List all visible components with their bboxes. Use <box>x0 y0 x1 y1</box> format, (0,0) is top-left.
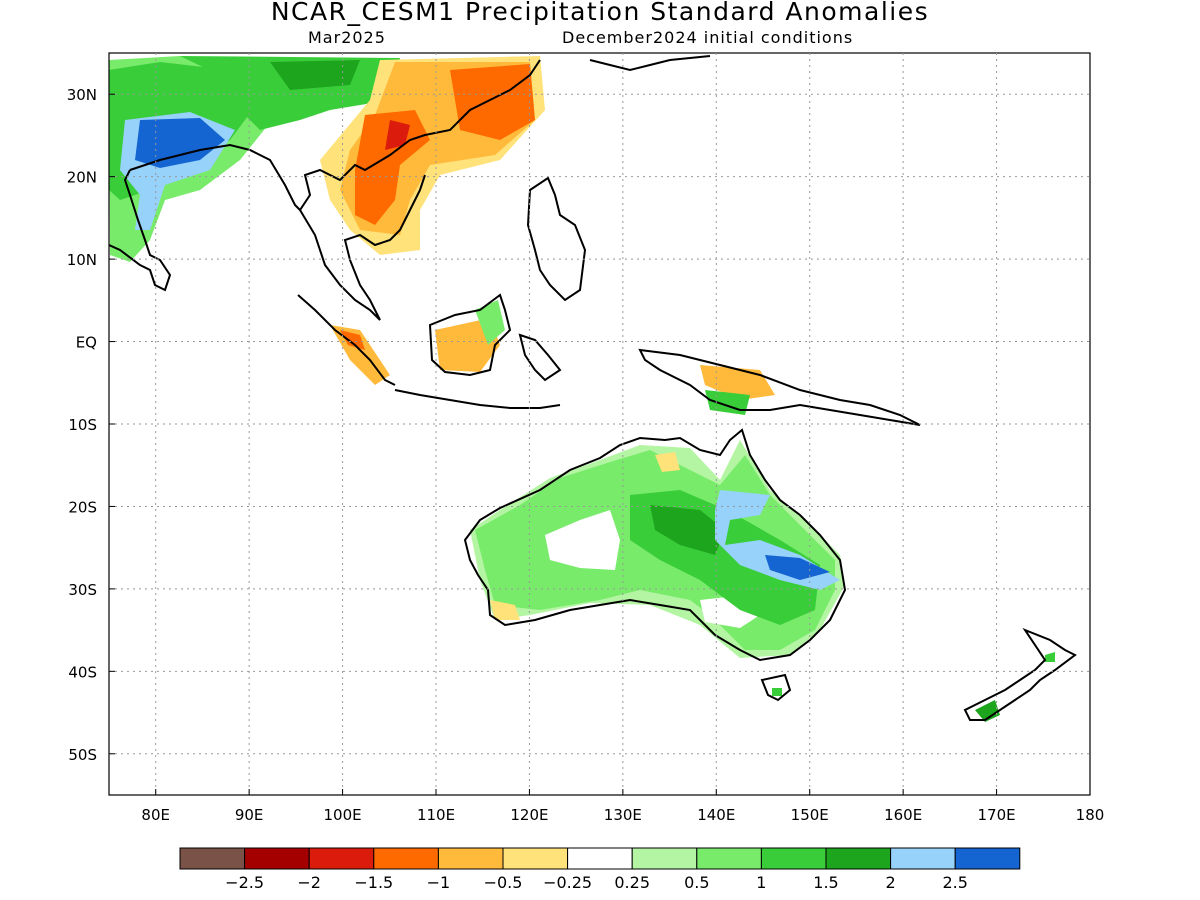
legend-label: 0.25 <box>614 873 650 892</box>
lon-tick-label: 150E <box>791 806 829 824</box>
legend-label: −1.5 <box>354 873 393 892</box>
legend-swatch <box>760 847 827 870</box>
lat-tick-labels: 30N 20N 10N EQ 10S 20S 30S 40S 50S <box>67 86 97 764</box>
lon-tick-label: 110E <box>417 806 455 824</box>
legend-label: −0.25 <box>543 873 592 892</box>
legend-label: 0.5 <box>684 873 709 892</box>
lon-tick-label: 130E <box>604 806 642 824</box>
lon-tick-label: 80E <box>141 806 170 824</box>
lon-tick-label: 140E <box>697 806 735 824</box>
legend-swatch <box>502 847 569 870</box>
legend-swatch <box>437 847 504 870</box>
legend-swatch <box>373 847 439 870</box>
initial-conditions: December2024 initial conditions <box>562 28 854 47</box>
color-legend: −2.5 −2 −1.5 −1 −0.5 −0.25 0.25 0.5 1 1.5 2 2.5 <box>179 847 1021 892</box>
australia-east-strong <box>650 505 725 555</box>
lat-tick-label: 20N <box>67 169 97 187</box>
lat-tick-label: 20S <box>68 498 97 516</box>
borneo-north-wet <box>475 300 505 345</box>
lon-tick-label: 100E <box>324 806 362 824</box>
legend-swatch <box>308 847 375 870</box>
australia-sw-dry <box>490 600 520 620</box>
sumatra-very-dry <box>340 330 365 350</box>
lat-tick-label: 10N <box>67 251 97 269</box>
lat-tick-label: 40S <box>68 663 97 681</box>
nz-wet <box>975 700 1000 722</box>
legend-swatch <box>631 847 698 870</box>
lon-tick-labels: 80E 90E 100E 110E 120E 130E 140E 150E 160E 170E 18… <box>141 806 1104 824</box>
lat-tick-label: 50S <box>68 746 97 764</box>
legend-label: −0.5 <box>484 873 523 892</box>
lon-tick-label: 180 <box>1076 806 1105 824</box>
lon-tick-label: 170E <box>978 806 1016 824</box>
legend-label: −2 <box>297 873 321 892</box>
legend-label: 2.5 <box>942 873 967 892</box>
tibet-wet-core <box>270 60 360 90</box>
lat-tick-label: 10S <box>68 416 97 434</box>
map-title: NCAR_CESM1 Precipitation Standard Anomal… <box>270 0 930 26</box>
legend-swatch <box>244 847 310 870</box>
lon-tick-label: 120E <box>510 806 548 824</box>
lon-tick-label: 90E <box>235 806 264 824</box>
australia-dry-centre <box>545 510 620 570</box>
grid <box>109 53 1091 795</box>
india-very-wet-core <box>135 118 225 168</box>
australia-east-extreme <box>765 555 830 580</box>
lat-tick-label: 30N <box>67 86 97 104</box>
legend-swatch <box>567 847 633 870</box>
indochina-core-dry <box>385 120 410 150</box>
lat-tick-label: EQ <box>76 334 97 352</box>
legend-label: −2.5 <box>225 873 264 892</box>
nz-north-wet <box>1045 652 1055 662</box>
legend-swatch <box>696 847 762 870</box>
coastlines <box>109 55 1077 721</box>
legend-label: 1.5 <box>813 873 838 892</box>
legend-swatch <box>179 847 246 870</box>
legend-label: 1 <box>756 873 766 892</box>
forecast-month: Mar2025 <box>308 28 386 47</box>
legend-label: −1 <box>427 873 451 892</box>
legend-swatch <box>954 847 1021 870</box>
lon-tick-label: 160E <box>884 806 922 824</box>
legend-label: 2 <box>886 873 896 892</box>
sumatra-dry <box>330 325 390 385</box>
legend-swatch <box>825 847 892 870</box>
south-china-very-dry <box>450 64 535 140</box>
plot-frame <box>108 52 1091 796</box>
lat-tick-label: 30S <box>68 581 97 599</box>
australia-north-dry <box>655 452 680 472</box>
tasmania-wet <box>772 688 782 696</box>
anomaly-fields <box>109 56 1055 722</box>
legend-swatch <box>890 847 956 870</box>
